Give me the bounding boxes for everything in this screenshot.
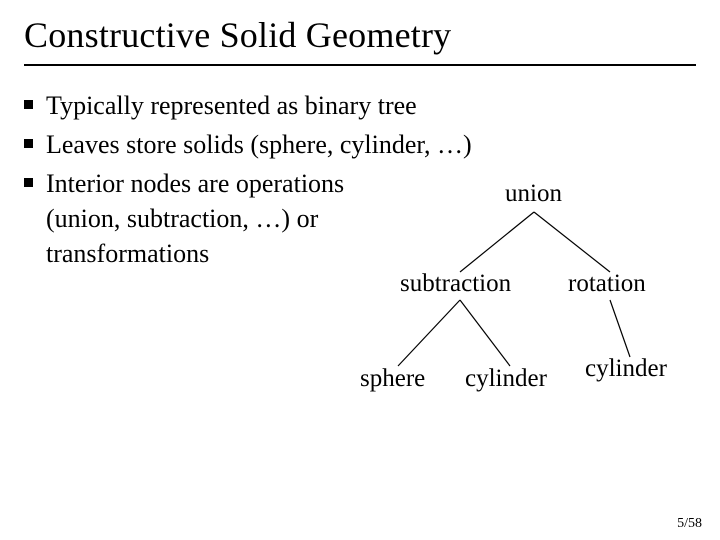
bullet-item: Typically represented as binary tree [24,88,696,123]
tree-node-cylinder: cylinder [585,355,667,383]
bullet-item: Leaves store solids (sphere, cylinder, …… [24,127,696,162]
tree-node-cylinder: cylinder [465,365,547,393]
title-rule [24,64,696,66]
slide: Constructive Solid Geometry Typically re… [0,0,720,540]
tree-node-subtraction: subtraction [400,270,511,298]
bullet-text: (union, subtraction, …) or [46,201,696,236]
tree-node-sphere: sphere [360,365,425,393]
bullet-square-icon [24,100,33,109]
bullet-list: Typically represented as binary tree Lea… [24,88,696,271]
bullet-text: Leaves store solids (sphere, cylinder, …… [46,127,696,162]
bullet-square-icon [24,139,33,148]
slide-title: Constructive Solid Geometry [24,14,696,56]
bullet-item: Interior nodes are operations (union, su… [24,166,696,271]
page-number: 5/58 [677,516,702,532]
bullet-square-icon [24,178,33,187]
bullet-text: Interior nodes are operations [46,166,696,201]
bullet-text: Typically represented as binary tree [46,88,696,123]
tree-node-rotation: rotation [568,270,646,298]
bullet-text: transformations [46,236,696,271]
